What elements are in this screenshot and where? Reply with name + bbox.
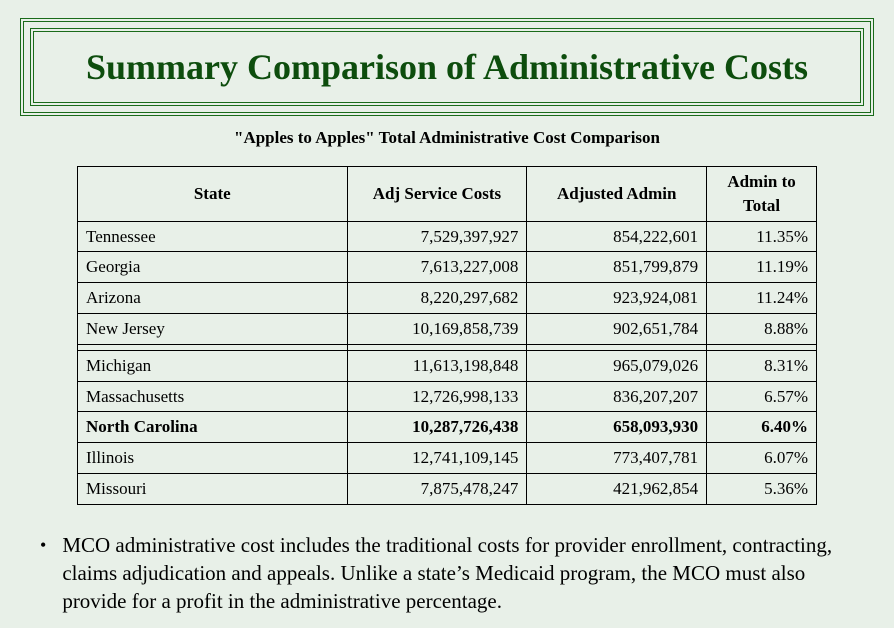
cell-state: Massachusetts xyxy=(78,381,348,412)
table-row: Georgia7,613,227,008851,799,87911.19% xyxy=(78,252,817,283)
cell-adm: 851,799,879 xyxy=(527,252,707,283)
cell-svc: 8,220,297,682 xyxy=(347,283,527,314)
col-header-state: State xyxy=(78,167,348,222)
cell-state: Missouri xyxy=(78,473,348,504)
cell-state: Michigan xyxy=(78,350,348,381)
cell-state: Georgia xyxy=(78,252,348,283)
cell-state: Arizona xyxy=(78,283,348,314)
page-title: Summary Comparison of Administrative Cos… xyxy=(42,46,852,88)
cell-adm: 902,651,784 xyxy=(527,313,707,344)
cell-pct: 8.88% xyxy=(707,313,817,344)
cost-comparison-table: State Adj Service Costs Adjusted Admin A… xyxy=(77,166,817,505)
cell-adm: 421,962,854 xyxy=(527,473,707,504)
bullet-dot-icon: • xyxy=(40,531,46,560)
table-header-row: State Adj Service Costs Adjusted Admin A… xyxy=(78,167,817,222)
cell-state: New Jersey xyxy=(78,313,348,344)
col-header-adm: Adjusted Admin xyxy=(527,167,707,222)
table-row: Michigan11,613,198,848965,079,0268.31% xyxy=(78,350,817,381)
bullet-text: MCO administrative cost includes the tra… xyxy=(62,531,854,616)
title-outer-frame: Summary Comparison of Administrative Cos… xyxy=(20,18,874,116)
cell-svc: 7,613,227,008 xyxy=(347,252,527,283)
table-caption: "Apples to Apples" Total Administrative … xyxy=(0,128,894,148)
cell-adm: 854,222,601 xyxy=(527,221,707,252)
cell-pct: 11.24% xyxy=(707,283,817,314)
cell-state: Illinois xyxy=(78,443,348,474)
table-row: Massachusetts12,726,998,133836,207,2076.… xyxy=(78,381,817,412)
bullet-item: • MCO administrative cost includes the t… xyxy=(40,531,854,616)
title-inner-frame: Summary Comparison of Administrative Cos… xyxy=(30,28,864,106)
cell-svc: 10,287,726,438 xyxy=(347,412,527,443)
cell-svc: 11,613,198,848 xyxy=(347,350,527,381)
col-header-svc: Adj Service Costs xyxy=(347,167,527,222)
cell-pct: 6.40% xyxy=(707,412,817,443)
cell-adm: 658,093,930 xyxy=(527,412,707,443)
cell-pct: 6.07% xyxy=(707,443,817,474)
cell-svc: 12,741,109,145 xyxy=(347,443,527,474)
cell-adm: 965,079,026 xyxy=(527,350,707,381)
table-row: Illinois12,741,109,145773,407,7816.07% xyxy=(78,443,817,474)
col-header-pct: Admin to Total xyxy=(707,167,817,222)
cell-svc: 10,169,858,739 xyxy=(347,313,527,344)
cell-state: Tennessee xyxy=(78,221,348,252)
cell-pct: 6.57% xyxy=(707,381,817,412)
cell-adm: 836,207,207 xyxy=(527,381,707,412)
table-row: Missouri7,875,478,247421,962,8545.36% xyxy=(78,473,817,504)
cell-svc: 7,529,397,927 xyxy=(347,221,527,252)
cell-svc: 12,726,998,133 xyxy=(347,381,527,412)
cell-pct: 11.19% xyxy=(707,252,817,283)
cell-state: North Carolina xyxy=(78,412,348,443)
cell-pct: 8.31% xyxy=(707,350,817,381)
table-row: New Jersey10,169,858,739902,651,7848.88% xyxy=(78,313,817,344)
cell-adm: 773,407,781 xyxy=(527,443,707,474)
table-row: North Carolina10,287,726,438658,093,9306… xyxy=(78,412,817,443)
table-row: Tennessee7,529,397,927854,222,60111.35% xyxy=(78,221,817,252)
cell-pct: 5.36% xyxy=(707,473,817,504)
cell-adm: 923,924,081 xyxy=(527,283,707,314)
cell-pct: 11.35% xyxy=(707,221,817,252)
table-row: Arizona8,220,297,682923,924,08111.24% xyxy=(78,283,817,314)
cell-svc: 7,875,478,247 xyxy=(347,473,527,504)
